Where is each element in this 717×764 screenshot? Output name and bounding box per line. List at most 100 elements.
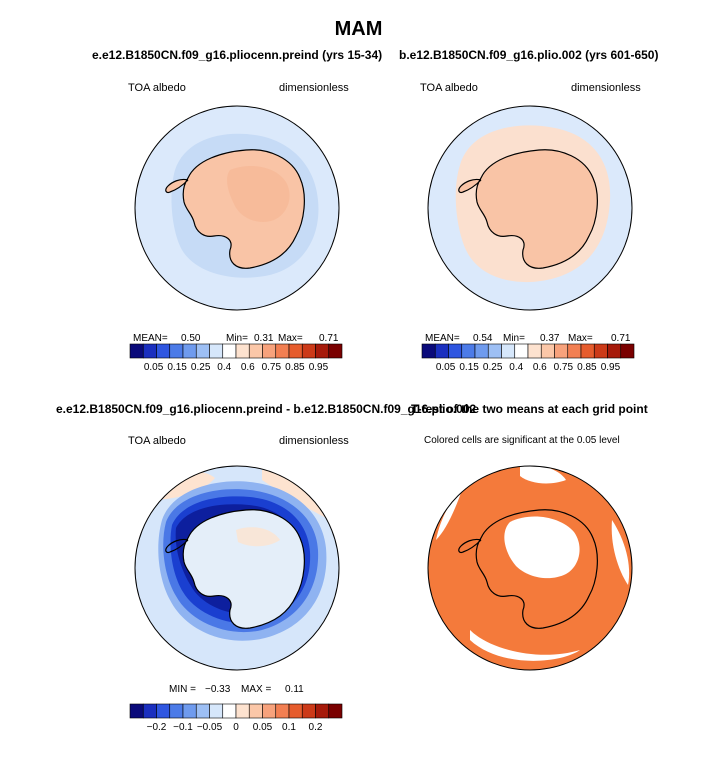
panel1-colorbar-swatch [142, 343, 157, 359]
panel2-colorbar-tick-label: 0.85 [577, 362, 597, 373]
panel3-colorbar-swatch [301, 703, 316, 719]
panel1-colorbar-swatch [129, 343, 144, 359]
panel1-colorbar-swatch [248, 343, 263, 359]
panel2-colorbar-swatch [527, 343, 542, 359]
panel3-coastline [165, 509, 305, 629]
panel3-colorbar-swatch [328, 703, 343, 719]
panel4-subtitle: Colored cells are significant at the 0.0… [424, 435, 620, 446]
panel4-nonsig-right [611, 520, 630, 585]
figure-title: MAM [334, 18, 383, 40]
panel3-colorbar-swatch [182, 703, 197, 719]
panel3-colorbar-swatch [275, 703, 290, 719]
panel1-colorbar-swatch [315, 343, 330, 359]
panel3-colorbar-swatch [315, 703, 330, 719]
panel3-colorbar-swatch [129, 703, 144, 719]
panel2-antarctica [476, 149, 598, 269]
panel2-colorbar-swatch [567, 343, 582, 359]
panel1-colorbar-swatch [235, 343, 250, 359]
panel1-colorbar-swatch [328, 343, 343, 359]
panel3-colorbar-swatch [288, 703, 303, 719]
panel2-colorbar-swatch [461, 343, 476, 359]
panel3-colorbar-swatch [156, 703, 171, 719]
panel2-colorbar-tick-label: 0.95 [601, 362, 621, 373]
panel1-title: e.e12.B1850CN.f09_g16.pliocenn.preind (y… [92, 48, 383, 62]
panel1-mean-value: 0.50 [181, 333, 201, 344]
panel1-min-label: Min= [226, 333, 248, 344]
panel2-colorbar-tick-label: 0.6 [533, 362, 547, 373]
panel1-colorbar-swatch [301, 343, 316, 359]
panel2-max-label: Max= [568, 333, 593, 344]
panel1-units: dimensionless [279, 82, 349, 94]
panel1-colorbar-tick-label: 0.75 [262, 362, 282, 373]
panel3-border [134, 465, 340, 671]
panel2-colorbar-swatch [487, 343, 502, 359]
panel3-colorbar-swatch [222, 703, 237, 719]
panel2-colorbar-swatch [554, 343, 569, 359]
panel2-colorbar-tick-label: 0.75 [554, 362, 574, 373]
panel4-title: T-test of the two means at each grid poi… [411, 402, 648, 416]
panel1-max-label: Max= [278, 333, 303, 344]
panel2-min-label: Min= [503, 333, 525, 344]
panel2-units: dimensionless [571, 82, 641, 94]
panel1-colorbar-swatch [222, 343, 237, 359]
panel1-colorbar: 0.05 0.15 0.25 0.4 0.6 0.75 0.85 0.95 [129, 343, 343, 373]
panel2-colorbar-tick-label: 0.05 [436, 362, 456, 373]
panel1-colorbar-tick-label: 0.25 [191, 362, 211, 373]
panel1-min-value: 0.31 [254, 333, 274, 344]
panel1-colorbar-tick-label: 0.4 [217, 362, 231, 373]
panel1-map [135, 106, 339, 310]
panel4-border [427, 465, 633, 671]
panel3-colorbar-tick-label: −0.05 [197, 722, 223, 733]
panel2-colorbar-swatch [514, 343, 529, 359]
panel1-colorbar-swatch [195, 343, 210, 359]
panel1-colorbar-swatch [209, 343, 224, 359]
panel2-colorbar-tick-label: 0.15 [459, 362, 479, 373]
panel4-nonsig-interior [504, 516, 580, 579]
panel3-colorbar: −0.2 −0.1 −0.05 0 0.05 0.1 0.2 [129, 703, 343, 733]
panel2-colorbar-swatch [434, 343, 449, 359]
panel3-colorbar-tick-label: 0.2 [309, 722, 323, 733]
panel1-colorbar-tick-label: 0.85 [285, 362, 305, 373]
panel3-min-label: MIN = [169, 684, 196, 695]
panel2-title: b.e12.B1850CN.f09_g16.plio.002 (yrs 601-… [399, 48, 659, 62]
panel3-colorbar-tick-label: 0 [233, 722, 239, 733]
panel3-max-value: 0.11 [285, 684, 304, 695]
panel3-colorbar-tick-label: −0.1 [173, 722, 193, 733]
panel4-nonsig-bottom [470, 630, 580, 661]
panel3-units: dimensionless [279, 435, 349, 447]
panel1-colorbar-swatch [169, 343, 184, 359]
panel2-variable: TOA albedo [420, 82, 478, 94]
panel3-colorbar-swatch [209, 703, 224, 719]
panel3-colorbar-swatch [169, 703, 184, 719]
panel3-min-value: −0.33 [205, 684, 231, 695]
panel1-ice-shading [227, 166, 290, 223]
panel3-variable: TOA albedo [128, 435, 186, 447]
panel4-nonsig-left [436, 490, 462, 540]
panel1-variable: TOA albedo [128, 82, 186, 94]
panel2-colorbar-tick-label: 0.4 [509, 362, 523, 373]
panel4-coastline [458, 509, 598, 629]
panel3-colorbar-swatch [262, 703, 277, 719]
panel2-colorbar-swatch [421, 343, 436, 359]
panel3-colorbar-swatch [235, 703, 250, 719]
panel1-colorbar-swatch [182, 343, 197, 359]
panel1-colorbar-tick-label: 0.15 [167, 362, 187, 373]
panel3-colorbar-tick-label: −0.2 [147, 722, 167, 733]
panel2-coastline [458, 149, 598, 269]
panel4-nonsig-top [520, 466, 566, 484]
panel2-colorbar-swatch [448, 343, 463, 359]
panel1-mean-label: MEAN= [133, 333, 168, 344]
panel3-map [135, 466, 339, 670]
panel2-border [427, 105, 633, 311]
panel1-coastline [165, 149, 305, 269]
panel1-colorbar-swatch [156, 343, 171, 359]
panel3-positive-patch-2 [262, 470, 330, 520]
panel3-colorbar-swatch [248, 703, 263, 719]
panel1-peninsula [165, 179, 188, 193]
panel3-colorbar-swatch [195, 703, 210, 719]
panel2-colorbar-swatch [593, 343, 608, 359]
panel2-mean-label: MEAN= [425, 333, 460, 344]
panel1-colorbar-tick-label: 0.95 [309, 362, 329, 373]
panel1-colorbar-tick-label: 0.05 [144, 362, 164, 373]
